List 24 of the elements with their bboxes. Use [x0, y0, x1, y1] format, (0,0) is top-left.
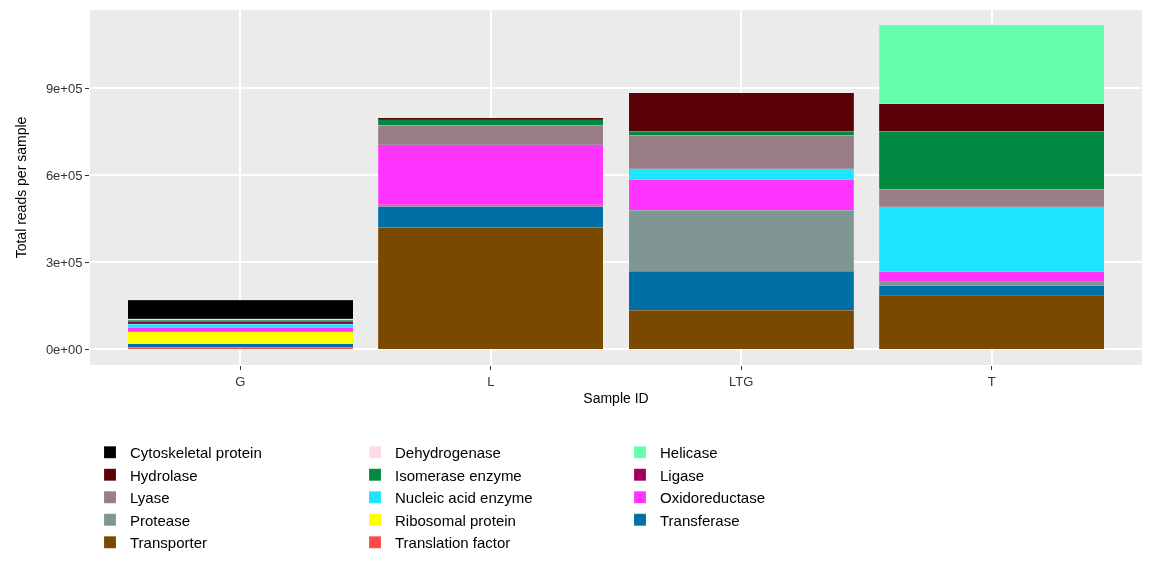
- y-axis-title: Total reads per sample: [13, 116, 30, 259]
- legend-label: Transporter: [130, 534, 207, 552]
- legend-label: Oxidoreductase: [660, 489, 766, 507]
- legend-label: Isomerase enzyme: [395, 466, 522, 484]
- legend-label: Transferase: [660, 511, 740, 529]
- legend-label: Hydrolase: [130, 466, 198, 484]
- x-tick-label: L: [487, 373, 495, 389]
- legend-label: Ligase: [660, 466, 705, 484]
- legend-label: Ribosomal protein: [395, 511, 516, 529]
- legend-label: Protease: [130, 511, 191, 529]
- y-tick-label: 6e+05: [45, 167, 83, 183]
- x-tick-label: G: [235, 373, 246, 389]
- legend-label: Nucleic acid enzyme: [395, 489, 533, 507]
- legend-label: Translation factor: [395, 534, 511, 552]
- y-tick-label: 0e+00: [45, 341, 83, 357]
- x-tick-label: LTG: [729, 373, 754, 389]
- x-axis-title: Sample ID: [583, 389, 649, 406]
- y-tick-label: 9e+05: [45, 80, 83, 96]
- x-tick-label: T: [987, 373, 996, 389]
- legend-label: Cytoskeletal protein: [130, 444, 262, 462]
- legend-label: Lyase: [130, 489, 170, 507]
- legend-label: Dehydrogenase: [395, 444, 501, 462]
- legend-label: Helicase: [660, 444, 718, 462]
- y-tick-label: 3e+05: [45, 254, 83, 270]
